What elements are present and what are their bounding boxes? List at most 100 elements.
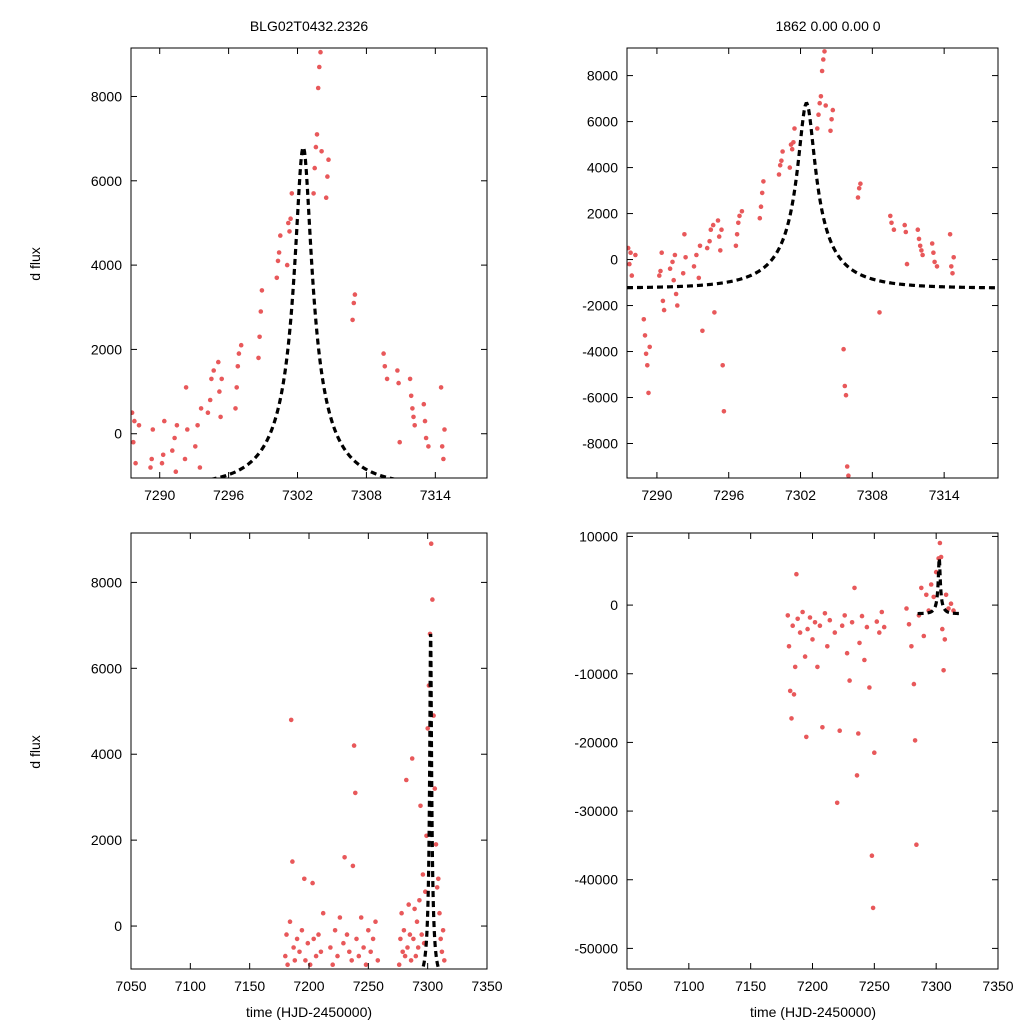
- data-point: [879, 609, 885, 615]
- data-point: [785, 613, 791, 618]
- y-tick-label: 4000: [91, 746, 122, 762]
- data-point: [633, 252, 638, 258]
- data-point: [131, 439, 136, 445]
- data-point: [904, 261, 910, 267]
- data-point: [174, 423, 180, 428]
- x-tick-label: 7200: [797, 978, 828, 994]
- data-point: [736, 220, 741, 226]
- plot-frame: [626, 47, 999, 479]
- data-point: [235, 364, 241, 369]
- data-point: [423, 889, 428, 894]
- x-tick-label: 7314: [420, 487, 451, 503]
- x-tick-label: 7308: [857, 487, 888, 503]
- data-point: [852, 585, 857, 591]
- data-point: [136, 423, 142, 428]
- data-point: [258, 309, 264, 314]
- data-point: [802, 654, 808, 659]
- data-point: [132, 418, 137, 424]
- data-point: [382, 364, 388, 369]
- data-point: [399, 910, 404, 916]
- y-tick-label: -30000: [574, 803, 618, 819]
- data-point: [916, 236, 922, 242]
- data-point: [411, 414, 416, 420]
- data-point: [397, 439, 403, 445]
- data-point: [787, 165, 793, 170]
- data-point: [847, 678, 852, 683]
- data-point: [931, 250, 936, 255]
- data-point: [350, 317, 355, 323]
- y-tick-label: 6000: [587, 114, 618, 130]
- data-point: [712, 310, 717, 315]
- data-point: [207, 397, 213, 403]
- x-tick-label: 7100: [673, 978, 704, 994]
- y-tick-label: -8000: [582, 436, 618, 452]
- data-point: [661, 307, 667, 313]
- data-point: [877, 630, 882, 635]
- data-point: [642, 333, 648, 338]
- panel-bottom-right: 7050 7100 7150 7200 7250 7300 7350 -50000 -40000…: [574, 528, 1013, 994]
- data-point: [381, 351, 386, 356]
- xlabel-right: time (HJD-2450000): [750, 1004, 876, 1020]
- x-tick-label: 7150: [234, 978, 265, 994]
- x-tick-label: 7302: [282, 487, 313, 503]
- x-tick-label: 7296: [713, 487, 744, 503]
- data-point: [825, 644, 830, 649]
- data-point: [412, 423, 418, 428]
- data-point: [313, 953, 319, 959]
- data-point: [438, 936, 444, 942]
- data-point: [739, 209, 745, 214]
- data-point: [776, 172, 782, 177]
- data-point: [820, 725, 825, 730]
- data-point: [812, 620, 818, 625]
- data-point: [946, 606, 951, 611]
- data-point: [828, 128, 833, 134]
- data-point: [198, 406, 204, 411]
- data-point: [707, 238, 712, 244]
- data-point: [924, 592, 929, 598]
- data-point: [697, 243, 703, 249]
- data-point: [417, 898, 422, 903]
- data-point: [341, 940, 346, 946]
- y-tick-label: 4000: [91, 257, 122, 273]
- y-tick-label: 6000: [91, 660, 122, 676]
- data-point: [627, 245, 631, 251]
- data-point: [912, 738, 918, 743]
- data-point: [219, 376, 224, 382]
- data-point: [658, 268, 663, 274]
- data-point: [402, 953, 408, 959]
- data-point: [854, 773, 860, 778]
- data-point: [715, 218, 721, 223]
- data-point: [370, 936, 376, 942]
- data-point: [441, 456, 446, 462]
- data-points: [283, 541, 447, 967]
- data-point: [843, 392, 849, 398]
- plot-frame: [130, 47, 488, 479]
- data-point: [366, 928, 371, 933]
- data-point: [133, 460, 138, 466]
- data-point: [286, 220, 291, 226]
- data-point: [721, 409, 727, 414]
- data-point: [805, 626, 810, 632]
- data-point: [289, 191, 295, 196]
- data-point: [791, 692, 797, 697]
- data-point: [733, 243, 739, 249]
- data-point: [800, 609, 805, 615]
- data-point: [757, 215, 763, 221]
- data-point: [426, 444, 431, 449]
- data-point: [931, 594, 936, 600]
- y-tick-label: 0: [114, 918, 122, 934]
- data-point: [949, 264, 954, 269]
- data-point: [326, 157, 331, 162]
- data-point: [829, 117, 834, 122]
- data-point: [406, 902, 412, 907]
- data-point: [716, 234, 722, 239]
- data-point: [708, 227, 714, 232]
- data-point: [920, 252, 925, 258]
- data-point: [412, 906, 417, 912]
- data-point: [720, 363, 725, 368]
- data-point: [351, 743, 357, 748]
- data-point: [395, 368, 400, 373]
- x-tick-label: 7300: [412, 978, 443, 994]
- data-point: [294, 936, 300, 942]
- data-point: [310, 880, 315, 886]
